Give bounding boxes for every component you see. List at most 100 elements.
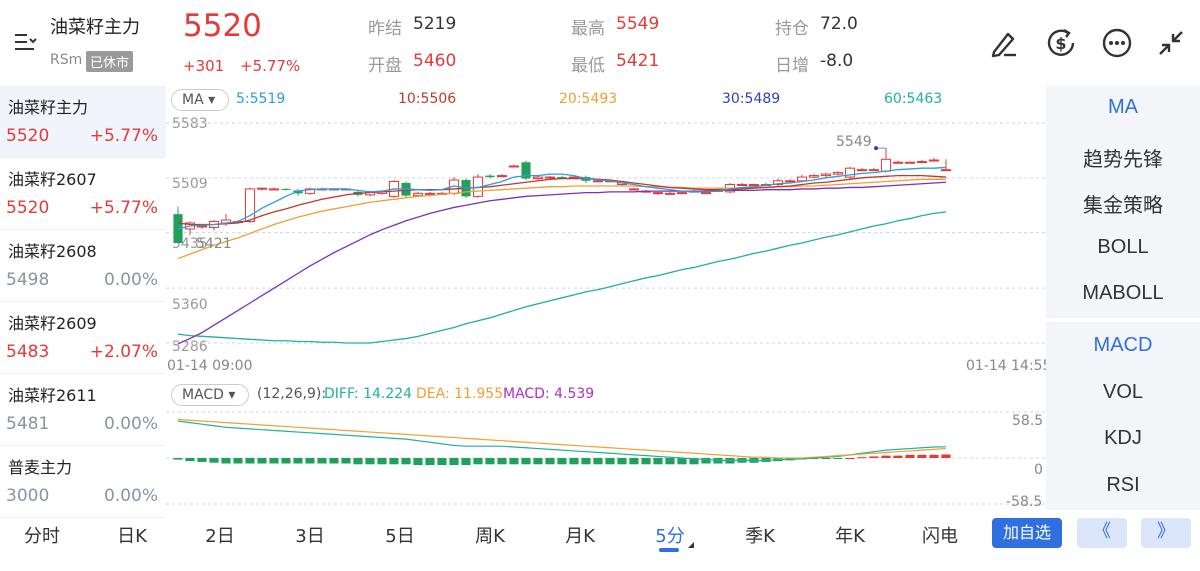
- contract-list-item[interactable]: 油菜籽2609 5483 +2.07%: [0, 302, 166, 374]
- macd-bar: [869, 456, 879, 458]
- sub-indicator-option[interactable]: KDJ: [1104, 427, 1142, 449]
- candle: [784, 179, 796, 183]
- sub-indicator-option[interactable]: RSI: [1106, 473, 1140, 496]
- contract-name: 油菜籽2608: [8, 242, 97, 261]
- candle: [281, 188, 291, 191]
- trade-money-icon[interactable]: $: [1042, 24, 1080, 62]
- candle: [664, 191, 676, 195]
- ma60-value: 60:5463: [884, 91, 943, 107]
- period-tab[interactable]: 3日: [295, 526, 325, 547]
- ma10-value: 10:5506: [398, 91, 457, 107]
- candle: [916, 160, 928, 164]
- macd-bar: [461, 458, 471, 466]
- contract-change-pct: +2.07%: [89, 342, 158, 362]
- period-tab[interactable]: 月K: [565, 526, 595, 547]
- candle: [748, 183, 760, 186]
- contract-change-pct: 0.00%: [103, 486, 158, 506]
- candle: [521, 160, 531, 181]
- contract-list-item[interactable]: 油菜籽主力 5520 +5.77%: [0, 86, 166, 158]
- sub-indicator-option[interactable]: MACD: [1093, 334, 1153, 356]
- candle: [868, 168, 880, 172]
- contract-list: 油菜籽主力 5520 +5.77% 油菜籽2607 5520 +5.77% 油菜籽2608 5…: [0, 86, 166, 518]
- period-tab[interactable]: 季K: [745, 526, 775, 547]
- period-tab[interactable]: 分时: [24, 526, 60, 547]
- ma5-value: 5:5519: [236, 91, 286, 107]
- candle: [268, 187, 280, 191]
- macd-bar: [917, 454, 927, 458]
- contract-list-item[interactable]: 普麦主力 3000 0.00%: [0, 446, 166, 518]
- macd-bar: [533, 458, 543, 465]
- macd-bar: [473, 458, 483, 465]
- macd-bar: [389, 458, 399, 465]
- more-options-icon[interactable]: [1098, 24, 1136, 62]
- period-tab[interactable]: 年K: [835, 526, 865, 547]
- oi-change-label: 日增: [775, 56, 809, 76]
- period-tab[interactable]: 闪电: [922, 526, 958, 547]
- sub-indicator-option[interactable]: VOL: [1102, 380, 1144, 403]
- indicator-option[interactable]: MA: [1108, 96, 1138, 118]
- macd-indicator-select[interactable]: MACD ▾: [171, 384, 249, 406]
- candlestick-chart[interactable]: [166, 113, 1046, 356]
- candle: [496, 174, 508, 178]
- high-label: 最高: [571, 19, 605, 39]
- macd-bar: [881, 455, 891, 458]
- ma-indicator-select[interactable]: MA ▾: [171, 89, 229, 111]
- macd-bar: [629, 458, 639, 465]
- macd-bar: [941, 454, 951, 458]
- period-dropdown-icon[interactable]: [688, 542, 694, 548]
- period-tab[interactable]: 2日: [205, 526, 235, 547]
- indicator-option[interactable]: 趋势先锋: [1083, 148, 1163, 171]
- indicator-option[interactable]: MABOLL: [1082, 282, 1164, 304]
- candle: [772, 178, 784, 186]
- menu-collapse-icon[interactable]: [12, 30, 40, 54]
- contract-list-item[interactable]: 油菜籽2608 5498 0.00%: [0, 230, 166, 302]
- candle: [928, 157, 940, 162]
- macd-bar: [569, 458, 579, 465]
- macd-macd-value: MACD: 4.539: [503, 386, 595, 402]
- macd-bar: [233, 458, 243, 464]
- period-tab[interactable]: 周K: [475, 526, 505, 547]
- open-interest-label: 持仓: [775, 19, 809, 39]
- price-axis-label: 5583: [172, 116, 208, 132]
- period-tab[interactable]: 日K: [117, 526, 147, 547]
- add-favorite-button[interactable]: 加自选: [992, 518, 1062, 548]
- macd-bar: [221, 458, 231, 464]
- collapse-fullscreen-icon[interactable]: [1152, 24, 1190, 62]
- macd-bar: [293, 458, 303, 464]
- macd-bar: [353, 458, 363, 465]
- macd-bar: [641, 458, 651, 465]
- prev-close-value: 5219: [413, 14, 457, 34]
- prev-button[interactable]: 《: [1077, 518, 1127, 548]
- macd-bar: [209, 458, 219, 463]
- candle: [412, 191, 424, 197]
- high-price-marker: 5549: [836, 134, 872, 150]
- macd-bar: [545, 458, 555, 465]
- period-tab[interactable]: 5日: [385, 526, 415, 547]
- macd-bar: [893, 455, 903, 458]
- draw-pen-icon[interactable]: [984, 24, 1022, 62]
- contract-change-pct: +5.77%: [89, 198, 158, 218]
- contract-price: 5481: [6, 414, 50, 434]
- open-value: 5460: [413, 51, 457, 71]
- macd-bar: [185, 458, 195, 462]
- macd-bar: [317, 458, 327, 464]
- ma5-line: [177, 166, 947, 230]
- macd-chart[interactable]: [166, 408, 1046, 512]
- contract-list-item[interactable]: 油菜籽2607 5520 +5.77%: [0, 158, 166, 230]
- candle: [244, 187, 256, 223]
- macd-bar: [257, 458, 267, 464]
- macd-bar: [929, 454, 939, 458]
- macd-bar: [449, 458, 459, 466]
- candle: [856, 168, 868, 172]
- macd-bar: [365, 458, 375, 465]
- indicator-option[interactable]: 集金策略: [1083, 195, 1163, 217]
- ma60-line: [177, 211, 947, 344]
- ma-select-label: MA: [182, 92, 204, 108]
- candle: [485, 174, 495, 179]
- period-tab[interactable]: 5分: [655, 526, 685, 547]
- contract-list-item[interactable]: 油菜籽2611 5481 0.00%: [0, 374, 166, 446]
- indicator-option[interactable]: BOLL: [1097, 235, 1149, 258]
- candle: [532, 175, 544, 181]
- next-button[interactable]: 》: [1141, 518, 1191, 548]
- macd-bar: [665, 458, 675, 465]
